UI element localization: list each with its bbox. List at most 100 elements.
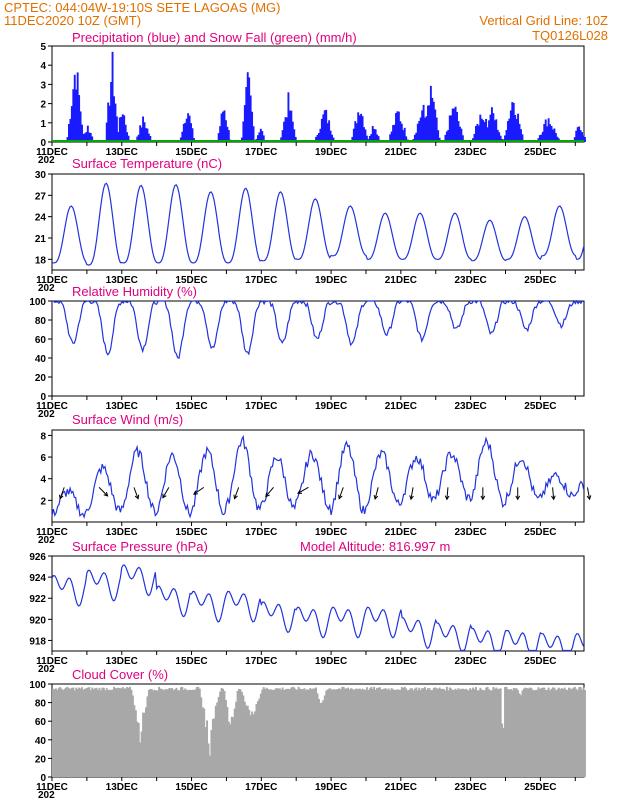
cloud-bar: [261, 689, 264, 777]
cloud-bar: [403, 686, 406, 777]
cloud-bar: [351, 688, 354, 777]
precip-bar: [182, 123, 185, 142]
cloud-bar: [476, 690, 479, 777]
rh-ytick-label: 80: [35, 316, 47, 327]
precip-bar: [546, 126, 549, 142]
precip-bar: [460, 128, 463, 142]
cloud-bar: [370, 686, 373, 777]
cloud-bar: [172, 690, 175, 777]
cloud-bar: [463, 689, 466, 777]
cloud-bar: [230, 716, 233, 777]
cloud-bar: [182, 689, 185, 777]
cloud-bar: [520, 695, 522, 777]
cloud-bar: [165, 688, 168, 777]
cloud-bar: [155, 690, 158, 777]
cloud-bar: [550, 688, 553, 777]
temp-ytick-label: 21: [35, 234, 47, 245]
cloud-bar: [188, 689, 191, 777]
precip-bar: [322, 114, 325, 142]
temp-ytick-label: 30: [35, 170, 47, 181]
cloud-bar: [88, 687, 91, 777]
cloud-bar: [524, 687, 527, 777]
precip-bar: [482, 120, 485, 142]
precip-bar: [544, 119, 547, 142]
cloud-bar: [133, 705, 136, 777]
wind-frame: [51, 429, 585, 523]
wind-arrow-head: [162, 493, 167, 499]
precip-xtick-label: 25DEC: [524, 147, 556, 158]
cloud-bar: [107, 690, 110, 777]
cloud-bar: [300, 689, 303, 777]
cloud-bar: [347, 687, 350, 777]
cloud-bar: [78, 687, 81, 777]
precip-bar: [540, 134, 543, 142]
precip-bar: [143, 122, 146, 142]
cloud-bar: [206, 720, 209, 777]
cloud-bar: [171, 688, 174, 777]
precip-bar: [504, 135, 506, 142]
cloud-bar: [518, 693, 521, 777]
precip-bar: [405, 136, 408, 142]
precip-bar: [416, 123, 419, 142]
cloud-bar: [489, 690, 492, 777]
cloud-bar: [86, 687, 89, 777]
cloud-bar: [265, 687, 268, 777]
precip-bar: [508, 118, 511, 142]
cloud-bar: [73, 690, 76, 777]
wind-arrow-head: [586, 495, 592, 501]
precip-bar: [140, 127, 143, 142]
cloud-bar: [505, 686, 508, 777]
precip-bar: [429, 85, 432, 142]
cloud-bar: [312, 688, 315, 777]
cloud-bar: [536, 689, 538, 777]
precip-bar: [66, 137, 69, 142]
precip-bar: [137, 134, 140, 142]
cloud-bar: [166, 689, 169, 777]
precip-bar: [415, 132, 418, 142]
cloud-bar: [473, 689, 476, 777]
precip-bar: [578, 126, 581, 142]
precip-bar: [185, 118, 188, 142]
cloud-bar: [69, 688, 72, 777]
cloud-bar: [374, 689, 377, 777]
precip-bar: [576, 127, 579, 142]
cloud-bar: [531, 689, 534, 777]
cloud-bar: [320, 702, 323, 777]
precip-bar: [499, 135, 502, 142]
cloud-bar: [354, 688, 357, 777]
cloud-bar: [457, 688, 460, 777]
cloud-bar: [271, 689, 274, 777]
wind-arrow: [338, 487, 344, 500]
precip-bar: [76, 72, 79, 142]
cloud-bar: [568, 687, 570, 777]
precip-bar: [72, 89, 75, 142]
precip-bar: [86, 125, 89, 142]
cloud-bar: [126, 687, 129, 777]
cloud-bar: [573, 686, 576, 777]
precip-bar: [456, 111, 458, 142]
precip-ytick-label: 3: [40, 80, 46, 91]
precip-bar: [323, 110, 326, 142]
cloud-bar: [383, 688, 386, 777]
cloud-bar: [178, 690, 181, 777]
cloud-bar: [146, 696, 149, 777]
wind-arrow-head: [59, 494, 64, 500]
wind-ytick-label: 8: [40, 431, 46, 442]
cloud-bar: [114, 688, 117, 777]
pressure-xtick-label: 17DEC: [245, 656, 277, 667]
cloud-bar: [451, 689, 454, 777]
precip-bar: [573, 137, 576, 142]
cloud-bar: [283, 690, 286, 777]
panel-rh: Relative Humidity (%) 0 20 40 60 80 100 11DEC 13…: [29, 284, 585, 420]
precip-bar: [78, 95, 81, 142]
cloud-bar: [92, 689, 95, 777]
cloud-ytick-label: 40: [35, 736, 47, 747]
cloud-bar: [479, 687, 482, 777]
precip-bar: [318, 133, 320, 142]
cloud-bar: [361, 688, 364, 777]
precip-bar: [290, 110, 293, 142]
cloud-bar: [89, 690, 92, 777]
cloud-bar: [432, 687, 435, 777]
precip-bar: [438, 137, 441, 142]
cloud-bar: [341, 686, 344, 777]
